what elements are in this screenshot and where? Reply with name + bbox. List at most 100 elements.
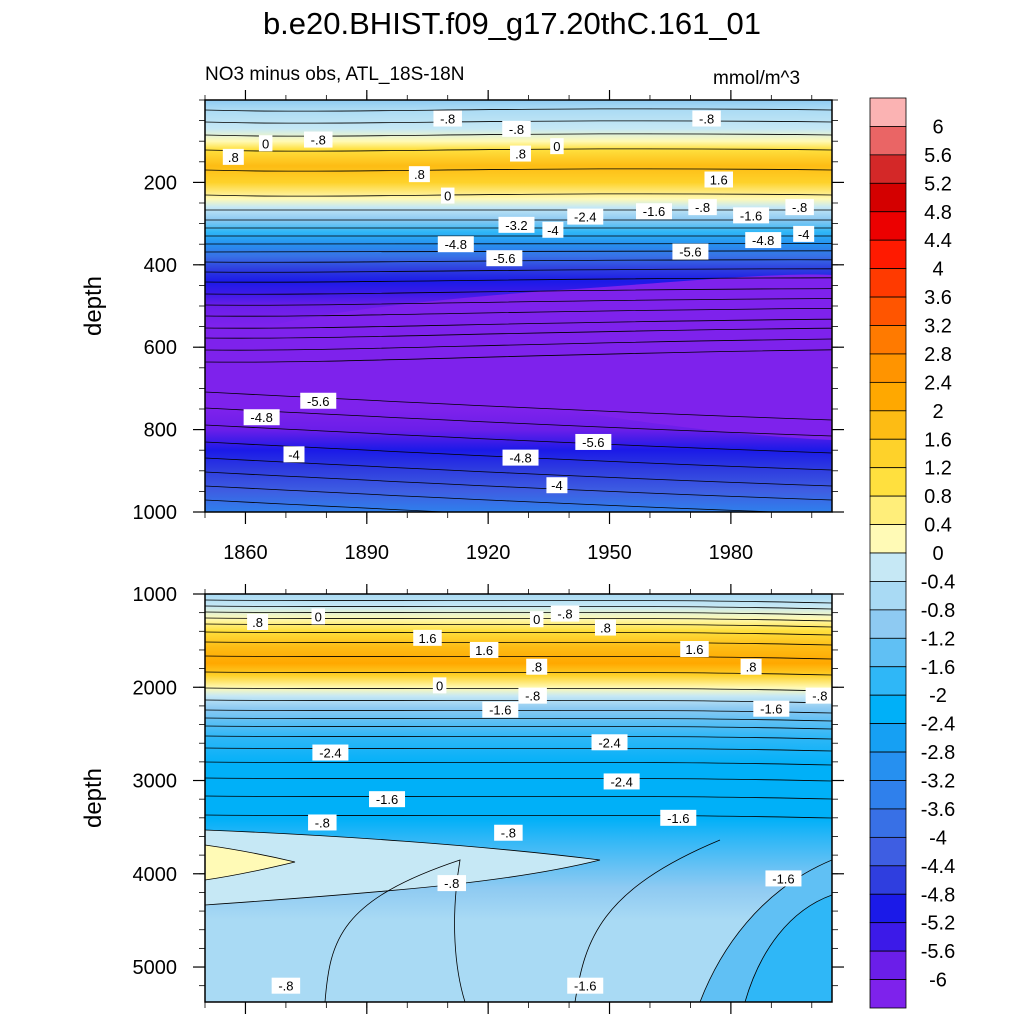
contour-line [205, 747, 832, 752]
contour-label-box [546, 477, 568, 494]
colorbar-label: -0.4 [921, 571, 955, 593]
contour-label: 1.6 [685, 642, 703, 657]
contour-label: -4.8 [509, 451, 531, 466]
contour-line [205, 471, 832, 501]
contour-label: 0 [533, 612, 540, 627]
contour-label: .8 [746, 660, 757, 675]
chart-subtitle: NO3 minus obs, ATL_18S-18N [205, 64, 465, 85]
contour-line [205, 259, 832, 263]
contour-line [205, 168, 832, 172]
y-tick-label: 400 [144, 255, 177, 277]
contour-label-box [308, 814, 337, 831]
contour-label-box [753, 700, 790, 717]
colorbar-box [869, 467, 907, 497]
y-tick-label: 5000 [133, 957, 178, 979]
colorbar-box [869, 581, 907, 611]
bottom-panel-yellow-region [205, 845, 295, 880]
colorbar-box [869, 950, 907, 980]
contour-label: -1.6 [643, 204, 665, 219]
bottom-panel-contour-labels: .8 0 1.6 1.6 .8 0 -.8 .8 1.6 .8 0 -.8 -1.6 -1.6 -.8 -2.… [247, 605, 832, 994]
colorbar-label: 4 [932, 259, 943, 281]
contour-label: -.8 [792, 200, 807, 215]
contour-line [205, 814, 832, 819]
colorbar-label: -0.8 [921, 600, 955, 622]
contour-label: 0 [315, 609, 322, 624]
contour-label: -5.6 [679, 245, 701, 260]
colorbar-label: 5.6 [924, 145, 952, 167]
colorbar-box [869, 751, 907, 781]
y-tick-label: 2000 [133, 677, 178, 699]
colorbar-box [869, 325, 907, 355]
contour-label-box [526, 658, 548, 675]
contour-label: -5.6 [307, 394, 329, 409]
x-tick-label: 1860 [223, 542, 268, 564]
contour-label: -5.6 [493, 251, 515, 266]
colorbar-label: -3.6 [921, 799, 955, 821]
contour-line [205, 795, 832, 800]
contour-label: -1.6 [740, 208, 762, 223]
contour-label: -.8 [557, 607, 572, 622]
colorbar-box [869, 922, 907, 952]
y-tick-label: 200 [144, 172, 177, 194]
contour-label-box [437, 875, 467, 892]
colorbar-box [869, 524, 907, 554]
contour-label-box [660, 809, 697, 826]
contour-label-box [745, 232, 782, 249]
colorbar-label: 5.2 [924, 173, 952, 195]
contour-label-box [437, 236, 474, 253]
x-tick-label: 1920 [466, 542, 511, 564]
colorbar-box [869, 239, 907, 270]
contour-label: -1.6 [574, 979, 596, 994]
colorbar-box [869, 438, 907, 469]
contour-label-box [469, 641, 499, 658]
contour-label-box [247, 613, 269, 630]
contour-line [205, 485, 787, 512]
contour-line [205, 761, 832, 766]
contour-label-box [369, 791, 406, 808]
contour-line [205, 308, 832, 317]
contour-label: 0 [436, 678, 443, 693]
contour-line [205, 641, 832, 646]
contour-label-box [258, 135, 273, 152]
bottom-panel-light-region [205, 830, 600, 905]
contour-label: 1.6 [475, 643, 493, 658]
contour-label-box [518, 687, 547, 704]
colorbar-box [869, 893, 907, 924]
colorbar-label: -4.8 [921, 884, 955, 906]
contour-label: 1.6 [418, 631, 436, 646]
contour-label: -4.8 [445, 237, 467, 252]
contour-label-box [805, 687, 832, 704]
colorbar-label: -6 [929, 970, 947, 992]
contour-label: -2.4 [574, 210, 596, 225]
contour-label: -.8 [812, 689, 827, 704]
contour-line [324, 859, 466, 1002]
contour-label: .8 [531, 660, 542, 675]
contour-label: -1.6 [760, 702, 782, 717]
contour-label-box [765, 870, 802, 887]
colorbar-box [869, 495, 907, 525]
contour-label: -1.6 [489, 703, 511, 718]
units-label: mmol/m^3 [713, 68, 801, 89]
top-panel-ylabel: depth [80, 276, 107, 336]
colorbar-box [869, 836, 907, 867]
contour-label: -.8 [440, 112, 455, 127]
contour-line [205, 844, 296, 881]
contour-label: -4 [547, 223, 559, 238]
colorbar-box [869, 780, 907, 810]
colorbar-box [869, 182, 907, 213]
colorbar-label: 3.6 [924, 287, 952, 309]
contour-line [205, 219, 832, 221]
contour-label: -4.8 [752, 233, 774, 248]
contour-label-box [482, 701, 519, 718]
contour-label: 0 [262, 136, 269, 151]
colorbar-box [869, 381, 907, 412]
colorbar-box [869, 808, 907, 838]
contour-label-box [550, 605, 580, 622]
contour-line [205, 277, 832, 283]
contour-line [205, 717, 832, 722]
contour-label-box [408, 166, 430, 183]
contour-label: 1.6 [710, 173, 728, 188]
contour-line [699, 859, 832, 1002]
contour-label-box [594, 619, 616, 636]
contour-label-box [672, 243, 709, 260]
